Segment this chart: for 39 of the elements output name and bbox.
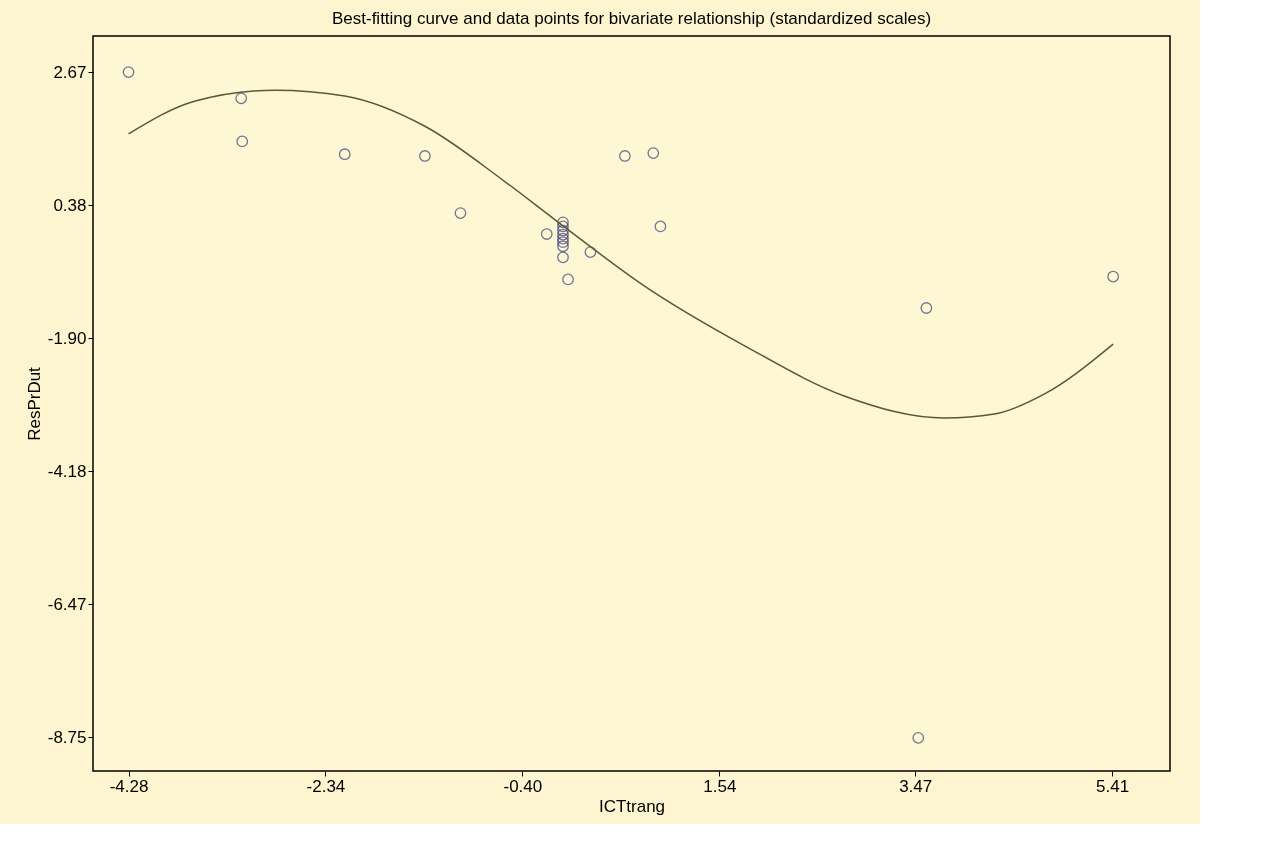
point bbox=[557, 232, 569, 245]
point bbox=[122, 66, 135, 78]
x-tick-label: 5.41 bbox=[1096, 776, 1130, 796]
point bbox=[562, 273, 574, 286]
point bbox=[647, 147, 660, 159]
y-tick-label: -6.47 bbox=[47, 594, 87, 614]
chart-title: Best-fitting curve and data points for bivariate relationship (standardized scales) bbox=[331, 9, 932, 28]
y-axis-title: ResPrDut bbox=[24, 366, 44, 441]
point bbox=[236, 135, 249, 148]
x-tick-label: -4.28 bbox=[109, 776, 149, 796]
point bbox=[920, 302, 933, 314]
x-tick-label: 3.47 bbox=[899, 776, 933, 796]
point bbox=[338, 148, 351, 161]
y-tick-label: 2.67 bbox=[53, 62, 87, 82]
x-tick-label: -0.40 bbox=[503, 776, 543, 796]
x-axis-title: ICTtrang bbox=[598, 796, 666, 816]
x-tick-label: -2.34 bbox=[306, 776, 346, 796]
point bbox=[540, 228, 553, 240]
y-tick-label: -1.90 bbox=[47, 328, 87, 348]
point bbox=[1107, 270, 1120, 283]
point bbox=[557, 240, 569, 253]
point bbox=[235, 92, 248, 105]
line-series bbox=[127, 89, 1114, 419]
y-tick-label: -4.18 bbox=[47, 461, 87, 481]
x-tick-label: 1.54 bbox=[703, 776, 737, 796]
point bbox=[557, 228, 569, 241]
point bbox=[557, 224, 569, 237]
point bbox=[557, 220, 569, 233]
y-tick-label: -8.75 bbox=[47, 727, 87, 747]
point bbox=[654, 220, 667, 233]
point bbox=[419, 150, 431, 162]
point bbox=[454, 207, 467, 219]
point bbox=[557, 251, 569, 264]
point bbox=[584, 246, 597, 258]
point bbox=[619, 150, 631, 162]
point bbox=[557, 236, 569, 249]
point bbox=[557, 216, 569, 229]
point bbox=[912, 731, 925, 744]
y-tick-label: 0.38 bbox=[53, 195, 87, 215]
